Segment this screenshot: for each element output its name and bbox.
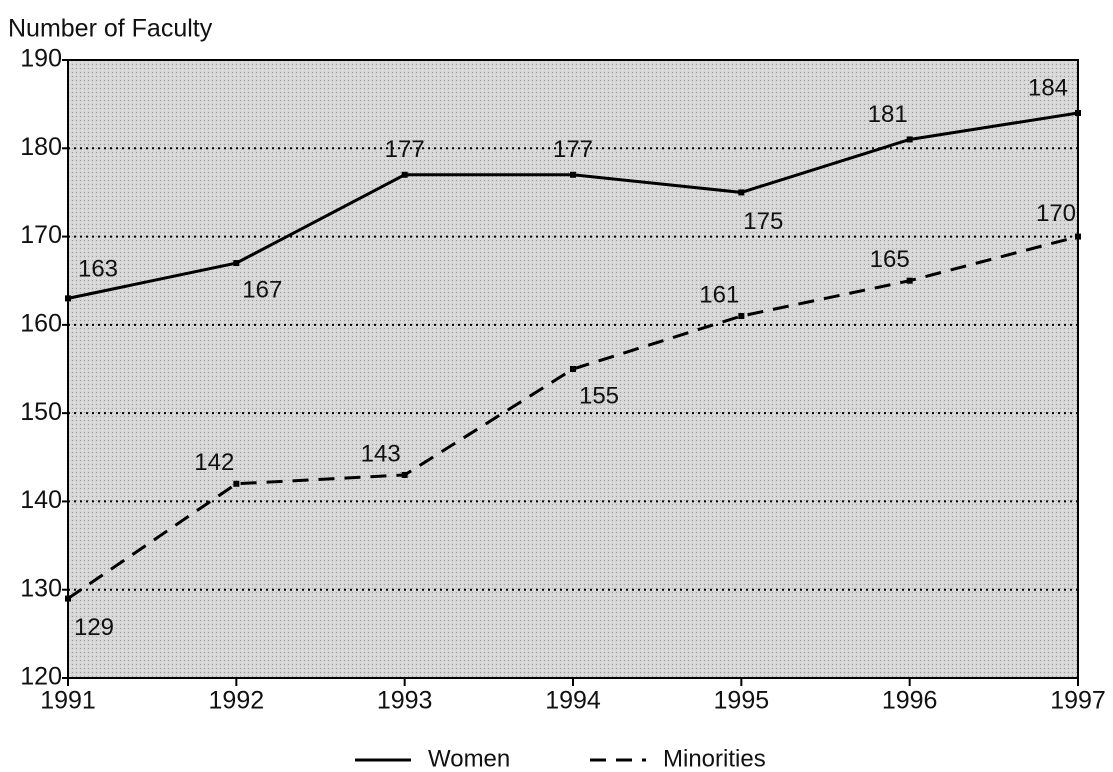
point bbox=[906, 277, 913, 284]
data-label: 177 bbox=[385, 136, 425, 163]
data-label: 163 bbox=[78, 256, 118, 283]
data-label: 161 bbox=[699, 281, 739, 308]
point bbox=[233, 480, 240, 487]
y-tick-label: 150 bbox=[20, 398, 62, 426]
point bbox=[738, 189, 745, 196]
point bbox=[401, 171, 408, 178]
data-label: 181 bbox=[868, 101, 908, 128]
x-tick-label: 1996 bbox=[882, 687, 938, 715]
point bbox=[1075, 233, 1081, 240]
legend-label: Women bbox=[428, 745, 510, 772]
data-label: 175 bbox=[743, 208, 783, 235]
data-label: 177 bbox=[553, 136, 593, 163]
data-label: 170 bbox=[1036, 200, 1076, 227]
x-tick-label: 1992 bbox=[209, 687, 265, 715]
point bbox=[570, 171, 576, 178]
point bbox=[1075, 109, 1081, 116]
point bbox=[738, 313, 745, 320]
x-tick-label: 1993 bbox=[377, 687, 433, 715]
x-tick-label: 1991 bbox=[40, 687, 96, 715]
data-label: 129 bbox=[74, 614, 114, 641]
y-axis-label: Number of Faculty bbox=[8, 15, 213, 43]
y-tick-label: 160 bbox=[20, 309, 62, 337]
data-label: 184 bbox=[1028, 74, 1068, 101]
data-label: 167 bbox=[242, 276, 282, 303]
y-tick-label: 190 bbox=[20, 45, 62, 73]
x-tick-label: 1995 bbox=[714, 687, 770, 715]
data-label: 165 bbox=[870, 246, 910, 273]
legend-label: Minorities bbox=[663, 745, 766, 772]
point bbox=[906, 136, 913, 143]
y-tick-label: 130 bbox=[20, 574, 62, 602]
x-tick-label: 1994 bbox=[545, 687, 601, 715]
data-label: 143 bbox=[361, 440, 401, 467]
point bbox=[570, 366, 576, 372]
y-tick-label: 120 bbox=[20, 663, 62, 691]
x-tick-label: 1997 bbox=[1050, 687, 1106, 715]
point bbox=[401, 471, 408, 478]
y-tick-label: 140 bbox=[20, 486, 62, 514]
y-tick-label: 180 bbox=[20, 133, 62, 161]
data-label: 142 bbox=[194, 449, 234, 476]
point bbox=[233, 260, 240, 267]
y-tick-label: 170 bbox=[20, 221, 62, 249]
point bbox=[65, 295, 71, 302]
data-label: 155 bbox=[579, 382, 619, 409]
point bbox=[65, 595, 71, 602]
